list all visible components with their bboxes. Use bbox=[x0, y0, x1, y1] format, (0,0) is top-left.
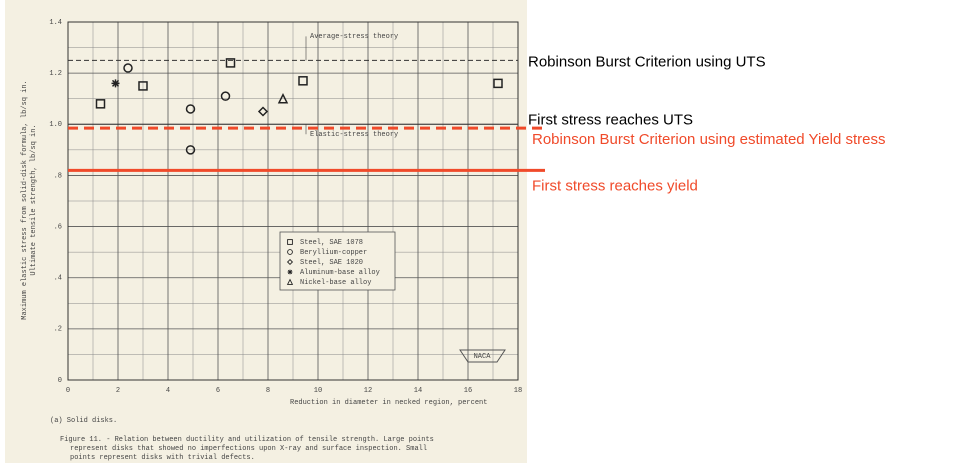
annotation: Robinson Burst Criterion using UTS bbox=[528, 53, 766, 70]
point bbox=[95, 99, 106, 109]
legend-marker bbox=[287, 239, 293, 245]
legend-label: Aluminum-base alloy bbox=[300, 269, 380, 277]
caption-line: represent disks that showed no imperfect… bbox=[70, 445, 427, 453]
logo-shape bbox=[459, 349, 506, 363]
x-axis-label: Reduction in diameter in necked region, … bbox=[290, 399, 487, 407]
x-tick-label: 4 bbox=[166, 387, 170, 395]
point bbox=[257, 106, 269, 117]
point bbox=[225, 58, 236, 68]
point bbox=[185, 145, 196, 155]
x-tick-label: 12 bbox=[364, 387, 372, 395]
y-tick-label: .4 bbox=[54, 275, 62, 283]
x-tick-label: 0 bbox=[66, 387, 70, 395]
point bbox=[493, 78, 503, 89]
plot-frame bbox=[67, 21, 519, 381]
reference-label: Elastic-stress theory bbox=[310, 131, 398, 139]
legend-marker bbox=[287, 269, 293, 275]
point bbox=[111, 79, 120, 88]
caption-line: Figure 11. - Relation between ductility … bbox=[60, 436, 434, 444]
y-tick-label: .6 bbox=[54, 223, 62, 231]
grid bbox=[67, 21, 519, 381]
point bbox=[123, 63, 133, 73]
reference-label: Average-stress theory bbox=[310, 33, 398, 41]
legend-label: Beryllium-copper bbox=[300, 249, 367, 257]
y-tick-label: 1.0 bbox=[49, 121, 62, 129]
annotation: First stress reaches yield bbox=[532, 177, 698, 194]
x-tick-label: 6 bbox=[216, 387, 220, 395]
y-tick-label: .8 bbox=[54, 172, 62, 180]
y-axis-label: Maximum elastic stress from solid-disk f… bbox=[21, 80, 29, 319]
logo: NACA bbox=[474, 353, 492, 361]
legend-label: Steel, SAE 1020 bbox=[300, 259, 363, 267]
x-tick-label: 10 bbox=[314, 387, 322, 395]
x-tick-label: 2 bbox=[116, 387, 120, 395]
legend-marker bbox=[286, 278, 294, 285]
legend-box bbox=[279, 231, 396, 291]
point bbox=[185, 104, 196, 114]
x-tick-label: 8 bbox=[266, 387, 270, 395]
caption-line: points represent disks with trivial defe… bbox=[70, 454, 255, 462]
legend-label: Nickel-base alloy bbox=[300, 279, 371, 287]
x-tick-label: 14 bbox=[414, 387, 422, 395]
y-axis-label: Ultimate tensile strength, lb/sq in. bbox=[30, 124, 38, 275]
y-tick-label: 1.4 bbox=[49, 19, 62, 27]
legend: Steel, SAE 1078 Beryllium-copper Steel, SA… bbox=[279, 231, 396, 291]
legend-marker bbox=[286, 258, 294, 266]
point bbox=[298, 76, 308, 86]
y-tick-label: 1.2 bbox=[49, 70, 62, 78]
annotation: Robinson Burst Criterion using estimated… bbox=[532, 131, 886, 148]
point bbox=[220, 91, 231, 101]
x-tick-label: 16 bbox=[464, 387, 472, 395]
legend-label: Steel, SAE 1078 bbox=[300, 239, 363, 247]
point bbox=[138, 81, 148, 91]
subtitle: (a) Solid disks. bbox=[50, 417, 117, 425]
x-tick-label: 18 bbox=[514, 387, 522, 395]
y-tick-label: 0 bbox=[58, 377, 62, 385]
legend-marker bbox=[287, 249, 293, 255]
paper bbox=[5, 0, 527, 463]
point bbox=[277, 93, 289, 104]
y-tick-label: .2 bbox=[54, 326, 62, 334]
annotation: First stress reaches UTS bbox=[528, 111, 693, 128]
